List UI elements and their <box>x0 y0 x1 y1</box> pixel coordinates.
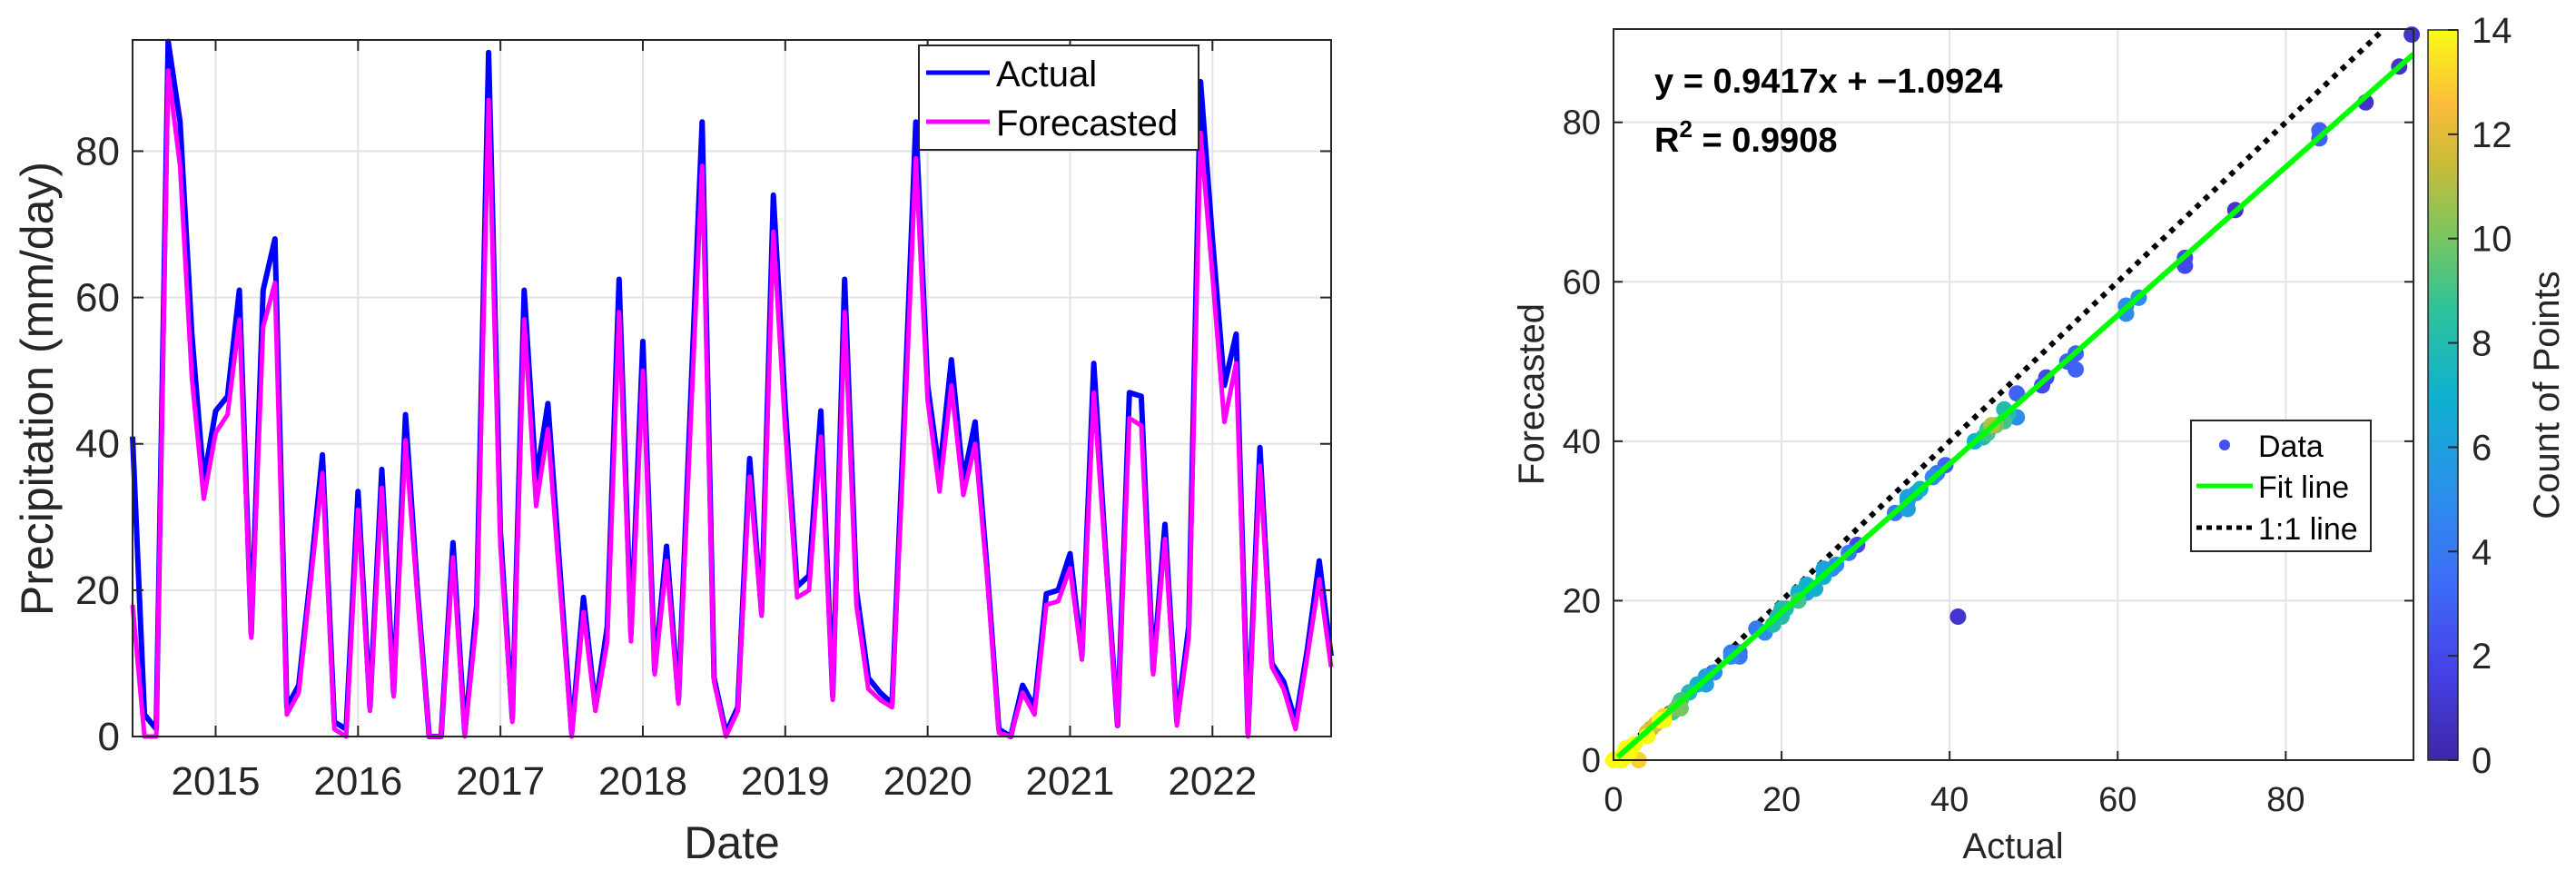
legend-forecasted-label: Forecasted <box>996 104 1178 143</box>
legend: Actual Forecasted <box>918 44 1199 151</box>
r2-value: = 0.9908 <box>1693 122 1838 160</box>
x-tick-label: 80 <box>2266 781 2305 819</box>
colorbar <box>2427 29 2459 761</box>
x-tick-label: 2016 <box>313 759 402 804</box>
x-tick-label: 2017 <box>456 759 545 804</box>
colorbar-tick-label: 6 <box>2472 428 2492 468</box>
y-axis-label: Forecasted <box>1512 303 1552 485</box>
colorbar-tick-label: 4 <box>2472 532 2492 572</box>
x-tick-label: 0 <box>1604 781 1623 819</box>
legend-one-to-one-label: 1:1 line <box>2258 512 2358 547</box>
y-tick-label: 40 <box>1563 423 1601 461</box>
y-tick-label: 60 <box>75 276 120 321</box>
colorbar-tick-label: 8 <box>2472 324 2492 364</box>
time-series-chart: 0 20 40 60 80 2015 2016 2017 2018 2019 2020 2021 202… <box>12 38 1334 868</box>
x-tick-label: 20 <box>1762 781 1801 819</box>
colorbar-label: Count of Points <box>2527 271 2567 519</box>
series-line-forecasted <box>130 68 1334 739</box>
legend-data-label: Data <box>2258 430 2324 464</box>
y-tick-label: 0 <box>98 715 120 759</box>
colorbar-tick-label: 0 <box>2472 741 2492 781</box>
series-lines <box>130 38 1334 739</box>
colorbar-tick-label: 10 <box>2472 220 2512 260</box>
legend-fit-label: Fit line <box>2258 470 2349 505</box>
r-squared: R2 = 0.9908 <box>1654 115 1837 160</box>
x-tick-label: 2021 <box>1026 759 1115 804</box>
x-tick-label: 2015 <box>172 759 261 804</box>
scatter-point <box>2403 26 2421 44</box>
y-tick-label: 80 <box>1563 104 1601 143</box>
x-tick-label: 2022 <box>1168 759 1257 804</box>
y-tick-label: 20 <box>75 569 120 613</box>
axes-box <box>132 39 1332 737</box>
colorbar-ticks: 0 2 4 6 8 10 12 14 <box>2448 11 2512 781</box>
x-axis-label: Actual <box>1962 826 2063 866</box>
x-axis-label: Date <box>684 817 780 868</box>
colorbar-tick-label: 14 <box>2472 11 2512 51</box>
x-tick-label: 60 <box>2098 781 2137 819</box>
legend: Data Fit line 1:1 line <box>2190 420 2372 552</box>
legend-box <box>918 44 1199 151</box>
legend-data-marker <box>2219 440 2230 450</box>
colorbar-tick-label: 12 <box>2472 115 2512 155</box>
r2-label: R <box>1654 122 1679 160</box>
legend-actual-label: Actual <box>996 54 1097 94</box>
scatter-points <box>1605 26 2421 768</box>
y-axis-label: Precipitation (mm/day) <box>12 162 63 616</box>
y-tick-label: 60 <box>1563 263 1601 302</box>
x-tick-label: 2019 <box>741 759 830 804</box>
fit-line <box>1615 52 2415 759</box>
x-tick-label: 2018 <box>598 759 687 804</box>
r2-superscript: 2 <box>1679 115 1692 143</box>
y-tick-label: 0 <box>1582 742 1601 780</box>
x-tick-label: 2020 <box>883 759 972 804</box>
tick-labels: 0 20 40 60 80 0 20 40 60 80 <box>1563 104 2413 819</box>
axes-box <box>1613 28 2414 761</box>
fit-equation: y = 0.9417x + −1.0924 <box>1654 63 2003 101</box>
colorbar-tick-label: 2 <box>2472 637 2492 677</box>
y-tick-label: 80 <box>75 129 120 173</box>
y-tick-label: 20 <box>1563 582 1601 620</box>
x-tick-label: 40 <box>1930 781 1969 819</box>
tick-labels: 0 20 40 60 80 2015 2016 2017 2018 2019 2020 2021 202… <box>75 40 1331 804</box>
y-tick-label: 40 <box>75 422 120 467</box>
scatter-point <box>1949 608 1967 625</box>
grid-lines <box>1614 29 2413 760</box>
